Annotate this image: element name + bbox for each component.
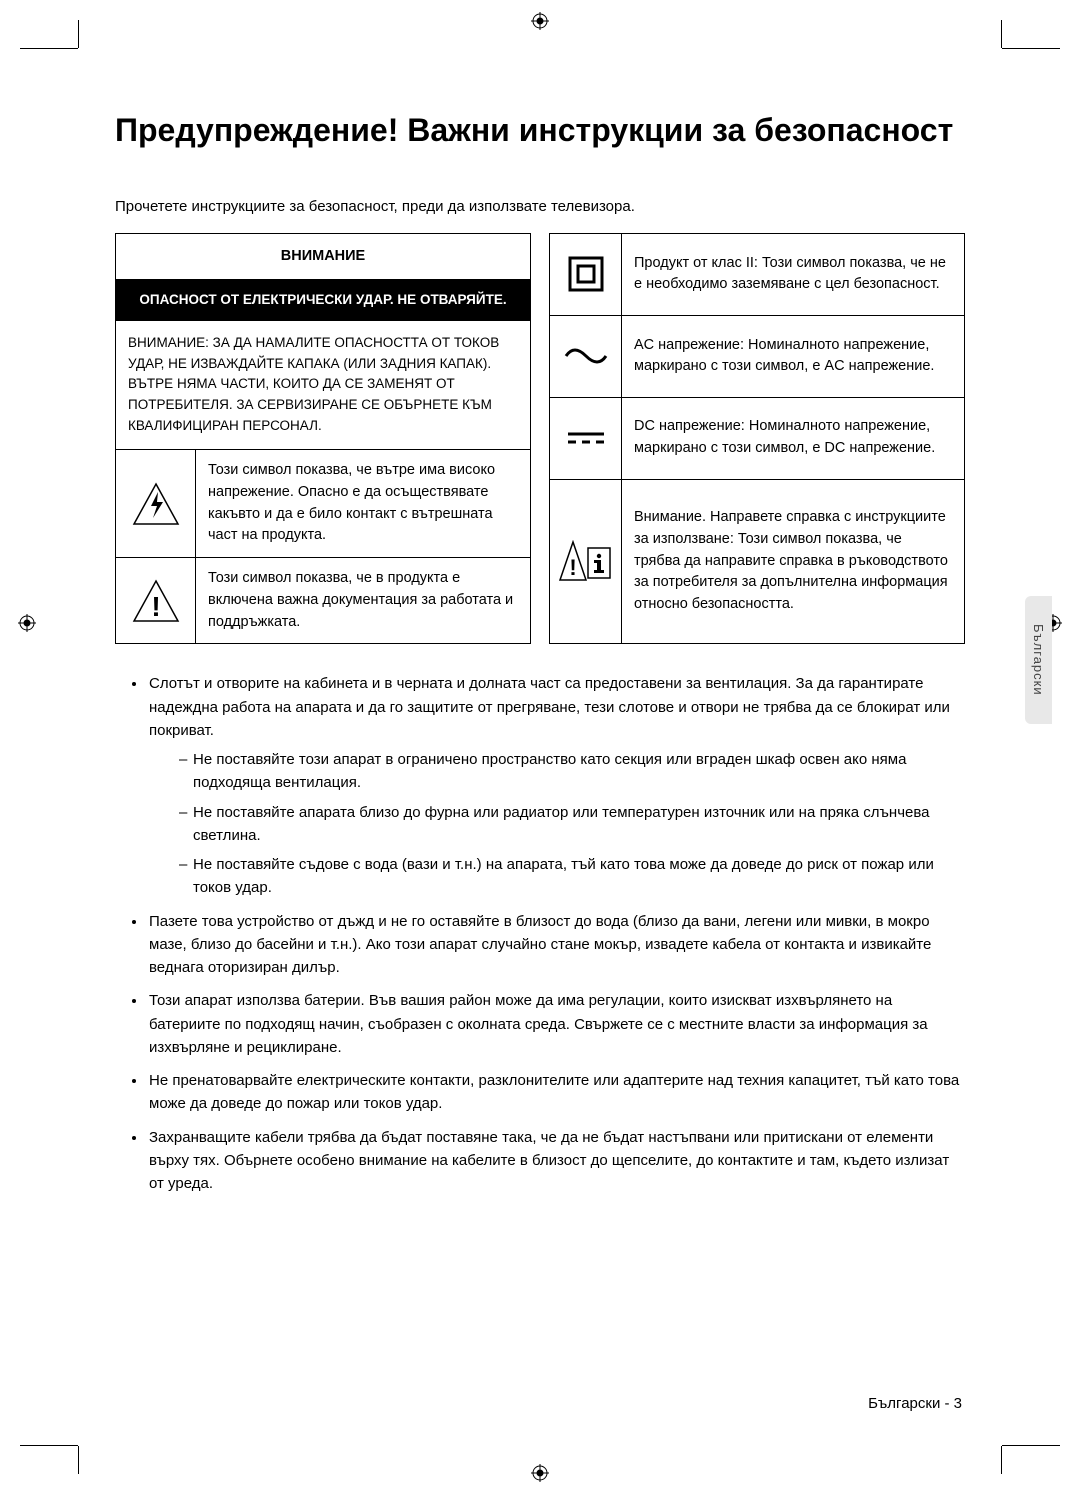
documentation-icon: ! bbox=[116, 558, 196, 644]
refer-manual-icon: ! bbox=[550, 479, 622, 644]
dc-text: DC напрежение: Номиналното напрежение, м… bbox=[622, 397, 965, 479]
class2-icon bbox=[550, 234, 622, 316]
bullet-item: Не пренатоварвайте електрическите контак… bbox=[147, 1069, 965, 1116]
intro-text: Прочетете инструкциите за безопасност, п… bbox=[115, 198, 965, 215]
high-voltage-icon bbox=[116, 450, 196, 558]
svg-text:!: ! bbox=[151, 591, 160, 622]
symbols-table: Продукт от клас II: Този символ показва,… bbox=[549, 233, 965, 644]
registration-mark-bottom bbox=[531, 1464, 549, 1482]
page-title: Предупреждение! Важни инструкции за безо… bbox=[115, 110, 965, 150]
safety-bullets: Слотът и отворите на кабинета и в чернат… bbox=[115, 672, 965, 1195]
dc-icon bbox=[550, 397, 622, 479]
caution-header: ВНИМАНИЕ bbox=[116, 234, 531, 280]
documentation-text: Този символ показва, че в продукта е вкл… bbox=[196, 558, 531, 644]
caution-table: ВНИМАНИЕ ОПАСНОСТ ОТ ЕЛЕКТРИЧЕСКИ УДАР. … bbox=[115, 233, 531, 644]
language-tab: Български bbox=[1025, 596, 1052, 724]
bullet-item: Захранващите кабели трябва да бъдат пост… bbox=[147, 1126, 965, 1196]
bullet-item: Пазете това устройство от дъжд и не го о… bbox=[147, 910, 965, 980]
bullet-subitem: Не поставяйте съдове с вода (вази и т.н.… bbox=[179, 853, 965, 900]
caution-body: ВНИМАНИЕ: ЗА ДА НАМАЛИТЕ ОПАСНОСТТА ОТ Т… bbox=[116, 320, 531, 450]
registration-mark-left bbox=[18, 614, 36, 632]
registration-mark-top bbox=[531, 12, 549, 30]
warning-tables: ВНИМАНИЕ ОПАСНОСТ ОТ ЕЛЕКТРИЧЕСКИ УДАР. … bbox=[115, 233, 965, 644]
risk-header: ОПАСНОСТ ОТ ЕЛЕКТРИЧЕСКИ УДАР. НЕ ОТВАРЯ… bbox=[116, 280, 531, 321]
page-footer: Български - 3 bbox=[868, 1395, 962, 1412]
ac-text: AC напрежение: Номиналното напрежение, м… bbox=[622, 315, 965, 397]
refer-manual-text: Внимание. Направете справка с инструкции… bbox=[622, 479, 965, 644]
svg-text:!: ! bbox=[569, 555, 576, 580]
bullet-item: Слотът и отворите на кабинета и в чернат… bbox=[147, 672, 965, 899]
bullet-item: Този апарат използва батерии. Във вашия … bbox=[147, 989, 965, 1059]
bullet-subitem: Не поставяйте апарата близо до фурна или… bbox=[179, 801, 965, 848]
high-voltage-text: Този символ показва, че вътре има високо… bbox=[196, 450, 531, 558]
ac-icon bbox=[550, 315, 622, 397]
class2-text: Продукт от клас II: Този символ показва,… bbox=[622, 234, 965, 316]
bullet-subitem: Не поставяйте този апарат в ограничено п… bbox=[179, 748, 965, 795]
